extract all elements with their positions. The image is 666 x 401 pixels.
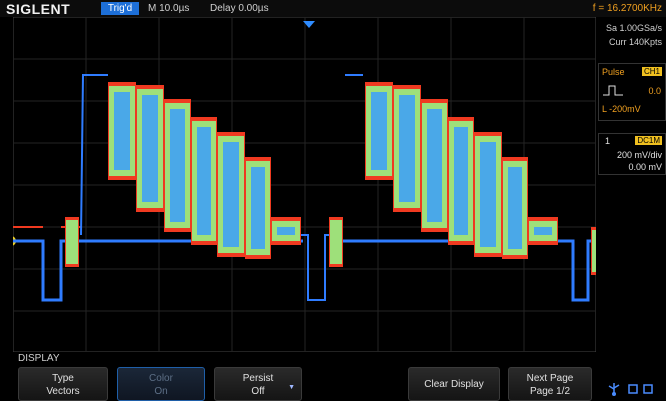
burst-inner bbox=[170, 109, 185, 222]
next-page-softkey[interactable]: Next Page Page 1/2 bbox=[508, 367, 592, 401]
burst-inner bbox=[251, 167, 265, 249]
trigger-position-marker bbox=[303, 21, 315, 28]
persist-softkey[interactable]: Persist Off ▼ bbox=[214, 367, 302, 401]
right-info-panel: Sa 1.00GSa/s Curr 140Kpts Pulse CH1 0.0 … bbox=[598, 17, 666, 352]
softkey-label: Next Page bbox=[526, 373, 574, 384]
waveform-display bbox=[13, 17, 596, 352]
softkey-label: Type bbox=[52, 373, 74, 384]
trigger-channel-badge: CH1 bbox=[641, 67, 662, 76]
trigger-info-box: Pulse CH1 0.0 L -200mV bbox=[598, 63, 666, 121]
menu-title: DISPLAY bbox=[18, 353, 60, 364]
pulse-icon bbox=[603, 85, 623, 96]
softkey-bar: Type Vectors Color On Persist Off ▼ Clea… bbox=[0, 365, 666, 401]
trigger-type: Pulse bbox=[602, 67, 625, 77]
clear-display-softkey[interactable]: Clear Display bbox=[408, 367, 500, 401]
softkey-label: Color bbox=[149, 373, 173, 384]
softkey-label: Persist bbox=[242, 373, 274, 384]
softkey-value: Vectors bbox=[46, 386, 80, 397]
trigger-status-badge: Trig'd bbox=[101, 2, 139, 15]
burst-mid bbox=[592, 230, 596, 272]
burst-inner bbox=[534, 227, 552, 235]
burst-inner bbox=[114, 92, 130, 170]
burst-inner bbox=[427, 109, 442, 222]
burst-mid bbox=[66, 220, 78, 264]
channel-offset: 0.00 mV bbox=[628, 162, 662, 172]
burst-inner bbox=[277, 227, 295, 235]
burst-inner bbox=[454, 127, 468, 235]
delay-readout: Delay 0.00µs bbox=[210, 3, 269, 14]
sample-rate: Sa 1.00GSa/s bbox=[605, 23, 662, 33]
rising-edge-trace bbox=[80, 74, 108, 236]
burst-inner bbox=[142, 95, 158, 202]
type-softkey[interactable]: Type Vectors bbox=[18, 367, 108, 401]
burst-inner bbox=[197, 127, 211, 235]
network-icon bbox=[628, 384, 653, 394]
usb-icon bbox=[608, 383, 620, 396]
softkey-value: Page 1/2 bbox=[529, 386, 571, 397]
frequency-readout: f = 16.2700KHz bbox=[592, 3, 662, 14]
pulse-trace bbox=[301, 234, 331, 301]
softkey-label: Clear Display bbox=[424, 379, 484, 390]
channel-info-box: 1 DC1M 200 mV/div 0.00 mV bbox=[598, 133, 666, 175]
color-softkey[interactable]: Color On bbox=[117, 367, 205, 401]
trigger-value: 0.0 bbox=[648, 86, 661, 96]
timebase-readout: M 10.0µs bbox=[148, 3, 190, 14]
burst-inner bbox=[399, 95, 415, 202]
dropdown-arrow-icon: ▼ bbox=[288, 384, 295, 391]
channel-coupling-badge: DC1M bbox=[635, 136, 662, 145]
softkey-value: Off bbox=[251, 386, 265, 397]
burst-inner bbox=[223, 142, 239, 247]
channel-number: 1 bbox=[605, 136, 611, 146]
softkey-value: On bbox=[154, 386, 168, 397]
baseline-trace bbox=[13, 239, 303, 302]
burst-inner bbox=[480, 142, 496, 247]
burst-inner bbox=[371, 92, 387, 170]
top-status-bar: SIGLENT Trig'd M 10.0µs Delay 0.00µs f =… bbox=[0, 0, 666, 17]
memory-depth: Curr 140Kpts bbox=[608, 37, 662, 47]
trigger-level: L -200mV bbox=[602, 104, 641, 114]
channel-scale: 200 mV/div bbox=[616, 150, 662, 160]
burst-inner bbox=[508, 167, 522, 249]
brand-logo: SIGLENT bbox=[6, 1, 71, 17]
burst-mid bbox=[330, 220, 342, 264]
waveform-traces bbox=[13, 74, 596, 302]
